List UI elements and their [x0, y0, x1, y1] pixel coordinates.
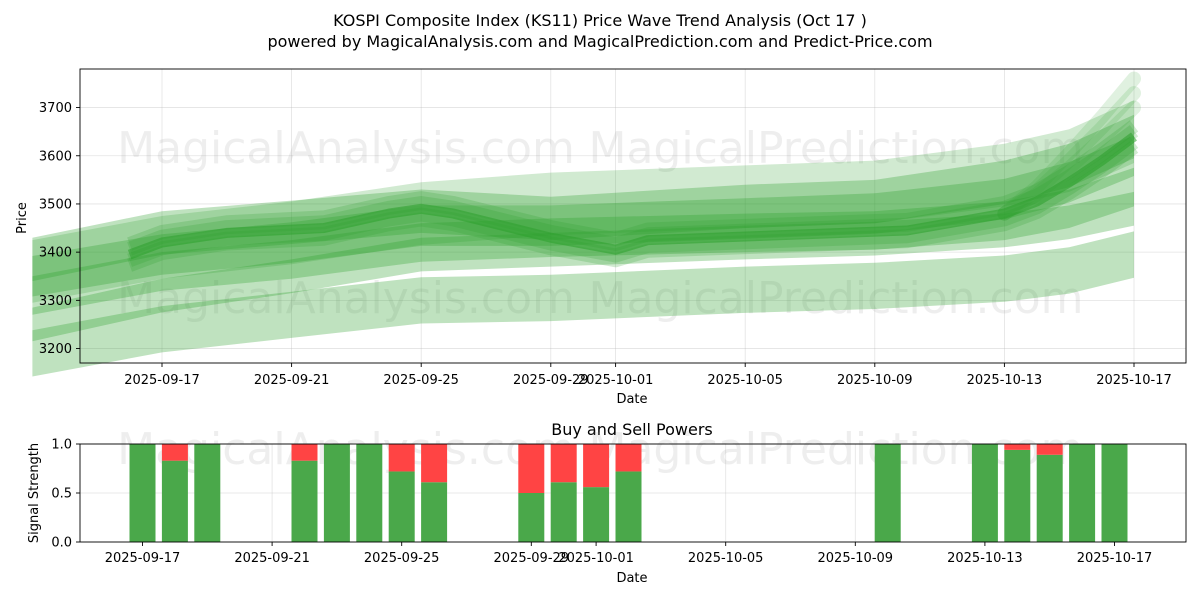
signal-x-tick-label: 2025-09-21	[234, 551, 310, 566]
price-x-tick-label: 2025-10-09	[837, 373, 913, 388]
signal-y-tick-label: 1.0	[51, 438, 72, 453]
price-y-tick-label: 3200	[39, 342, 72, 357]
watermark-magicalanalysis-upper: MagicalAnalysis.com	[117, 123, 575, 174]
buy-bar	[971, 444, 998, 542]
buy-bar	[356, 444, 383, 542]
price-wave-panel: MagicalAnalysis.com MagicalPrediction.co…	[15, 68, 1187, 407]
buy-bar	[1101, 444, 1128, 542]
figure-title-line-2: powered by MagicalAnalysis.com and Magic…	[267, 32, 932, 51]
signal-y-tick-label: 0.0	[51, 536, 72, 551]
buy-bar	[874, 444, 901, 542]
price-trend-spread	[997, 86, 1141, 221]
price-y-tick-label: 3400	[39, 246, 72, 261]
signal-y-ticks: 0.0 0.5 1.0	[51, 438, 80, 551]
price-x-ticks: 2025-09-17 2025-09-21 2025-09-25 2025-09-29…	[124, 363, 1172, 388]
sell-bar	[1004, 444, 1031, 450]
price-wave-band	[32, 100, 1134, 303]
buy-bar	[550, 482, 577, 542]
buy-bar	[388, 471, 415, 542]
buy-bar	[323, 444, 350, 542]
sell-bar	[291, 444, 318, 461]
signal-x-tick-label: 2025-10-05	[688, 551, 764, 566]
price-trend-spread	[997, 71, 1141, 221]
signal-y-axis-label: Signal Strength	[27, 443, 42, 543]
signal-x-tick-label: 2025-10-01	[558, 551, 634, 566]
sell-bar	[1036, 444, 1063, 455]
price-grid	[80, 69, 1186, 363]
signal-y-tick-label: 0.5	[51, 487, 72, 502]
price-x-tick-label: 2025-09-21	[254, 373, 330, 388]
watermark-magicalprediction-upper: MagicalPrediction.com	[589, 123, 1084, 174]
signal-x-tick-label: 2025-09-25	[364, 551, 440, 566]
buy-bar	[1004, 449, 1031, 542]
buy-bar	[129, 444, 156, 542]
buy-bar	[1069, 444, 1096, 542]
sell-bar	[388, 444, 415, 472]
buy-bar	[291, 460, 318, 542]
signal-x-axis-label: Date	[616, 571, 647, 586]
buy-bar	[194, 444, 221, 542]
signal-x-tick-label: 2025-09-29	[494, 551, 570, 566]
price-x-tick-label: 2025-10-01	[578, 373, 654, 388]
price-wave-band	[32, 114, 1134, 282]
price-y-tick-label: 3300	[39, 294, 72, 309]
signal-x-tick-label: 2025-09-17	[105, 551, 181, 566]
watermark-magicalprediction-bottom: MagicalPrediction.com	[589, 424, 1084, 475]
price-x-tick-label: 2025-10-05	[707, 373, 783, 388]
price-trend-stroke	[127, 120, 1139, 251]
watermark-magicalprediction-lower: MagicalPrediction.com	[589, 273, 1084, 324]
price-y-ticks: 3200 3300 3400 3500 3600 3700	[39, 101, 80, 357]
figure-title-line-1: KOSPI Composite Index (KS11) Price Wave …	[333, 11, 867, 30]
buy-sell-title: Buy and Sell Powers	[551, 420, 713, 439]
price-axes-frame	[79, 68, 1187, 364]
price-y-axis-label: Price	[15, 202, 30, 234]
price-trend-line	[127, 71, 1141, 272]
price-y-tick-label: 3500	[39, 197, 72, 212]
sell-bar	[615, 444, 642, 472]
price-x-tick-label: 2025-09-25	[383, 373, 459, 388]
sell-bar	[421, 444, 448, 483]
signal-x-ticks: 2025-09-17 2025-09-21 2025-09-25 2025-09-29…	[105, 542, 1153, 566]
price-wave-band	[32, 231, 1134, 377]
signal-x-tick-label: 2025-10-17	[1077, 551, 1153, 566]
sell-bar	[583, 444, 610, 488]
price-wave-band	[32, 135, 1134, 297]
watermark-magicalanalysis-lower: MagicalAnalysis.com	[117, 273, 575, 324]
price-x-tick-label: 2025-09-17	[124, 373, 200, 388]
buy-bar	[421, 482, 448, 542]
buy-bar	[518, 493, 545, 542]
price-x-tick-label: 2025-09-29	[513, 373, 589, 388]
buy-bar	[1036, 454, 1063, 542]
price-y-tick-label: 3700	[39, 101, 72, 116]
buy-bar	[161, 460, 188, 542]
sell-bar	[550, 444, 577, 483]
sell-bar	[518, 444, 545, 493]
signal-x-tick-label: 2025-10-13	[947, 551, 1023, 566]
signal-bars	[129, 444, 1128, 542]
price-watermarks: MagicalAnalysis.com MagicalPrediction.co…	[117, 123, 1083, 324]
price-y-tick-label: 3600	[39, 149, 72, 164]
buy-sell-panel: Buy and Sell Powers MagicalAnalysis.com …	[27, 420, 1187, 586]
price-x-tick-label: 2025-10-17	[1096, 373, 1172, 388]
price-x-axis-label: Date	[616, 392, 647, 407]
price-trend-stroke	[127, 132, 1137, 260]
price-trend-stroke	[127, 141, 1139, 272]
buy-bar	[615, 471, 642, 542]
buy-bar	[583, 487, 610, 542]
price-trend-spread	[997, 100, 1141, 221]
sell-bar	[161, 444, 188, 461]
price-trend-stroke	[127, 125, 1139, 256]
signal-x-tick-label: 2025-10-09	[818, 551, 894, 566]
price-x-tick-label: 2025-10-13	[967, 373, 1043, 388]
